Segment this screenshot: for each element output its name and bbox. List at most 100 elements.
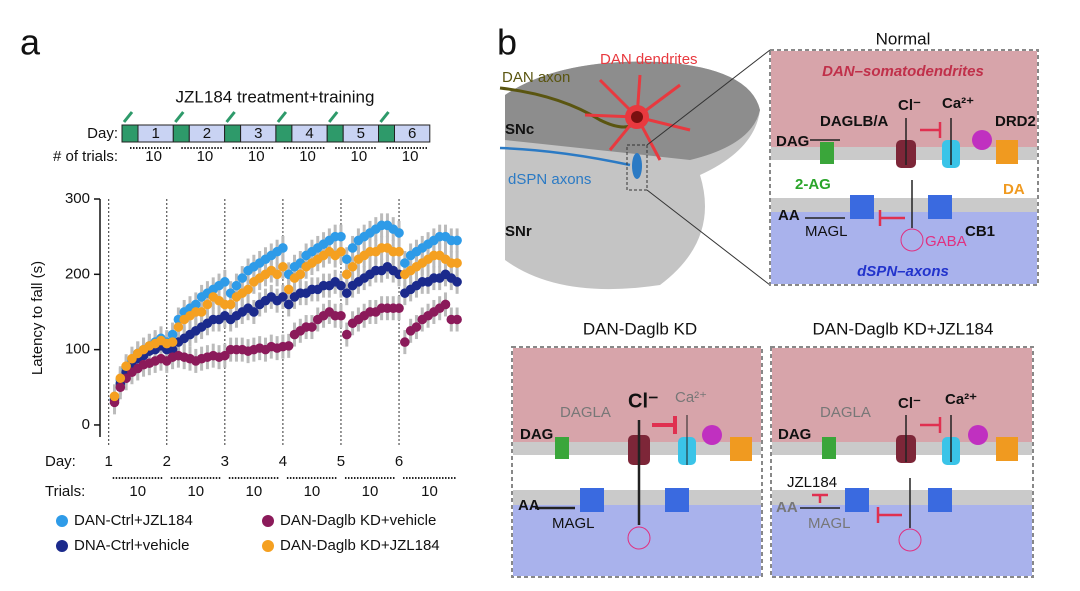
legend-marker <box>262 515 274 527</box>
day-number: 4 <box>305 125 313 142</box>
label: MAGL <box>808 515 851 532</box>
legend-label: DNA-Ctrl+vehicle <box>74 537 189 554</box>
treatment-block <box>121 124 139 143</box>
data-point <box>278 261 288 272</box>
data-point <box>336 246 346 257</box>
data-point <box>452 235 462 246</box>
legend-marker <box>56 540 68 552</box>
x-tick-label: 5 <box>337 453 345 470</box>
x-tick-label: 2 <box>163 453 171 470</box>
data-point <box>272 269 282 280</box>
data-point <box>295 269 306 280</box>
day-number: 3 <box>254 125 262 142</box>
legend-label: DAN-Daglb KD+JZL184 <box>280 537 440 554</box>
label: DAG <box>776 133 809 150</box>
label: MAGL <box>552 515 595 532</box>
treatment-block <box>378 124 395 143</box>
syringe <box>174 111 185 123</box>
treatment-block <box>326 124 344 143</box>
data-point <box>237 273 248 283</box>
data-point <box>394 228 404 238</box>
anatomy-label: DAN dendrites <box>600 51 698 68</box>
syringe <box>122 111 134 123</box>
anatomy-label: DAN axon <box>502 69 570 86</box>
y-axis-title: Latency to fall (s) <box>29 261 46 375</box>
data-point <box>249 307 259 317</box>
day-block <box>394 124 431 143</box>
legend-marker <box>262 540 274 552</box>
treatment-block <box>275 124 293 143</box>
day-number: 5 <box>357 125 365 142</box>
day-number: 1 <box>151 125 159 142</box>
trial-count: 10 <box>351 148 368 165</box>
y-tick-label: 300 <box>65 190 90 207</box>
data-point <box>283 284 294 295</box>
schedule-trials-label: # of trials: <box>53 148 118 165</box>
label: DAG <box>520 426 553 443</box>
data-point <box>411 322 422 332</box>
trial-count: 10 <box>187 483 204 500</box>
label: DAG <box>778 426 811 443</box>
synapse-kd-jzl <box>770 346 1034 578</box>
data-point <box>167 329 178 340</box>
label: Ca²⁺ <box>945 391 977 408</box>
label: JZL184 <box>787 474 837 491</box>
panel-label: a <box>20 22 41 63</box>
trial-count: 10 <box>197 148 214 165</box>
data-point <box>341 269 352 280</box>
data-point <box>225 299 236 310</box>
data-point <box>307 322 317 332</box>
legend-label: DAN-Ctrl+JZL184 <box>74 512 193 529</box>
data-point <box>115 373 126 384</box>
data-point <box>336 231 346 242</box>
data-point <box>167 344 178 355</box>
label: Cl⁻ <box>628 390 659 412</box>
label: DA <box>1003 181 1025 198</box>
box-title: DAN-Daglb KD <box>583 319 697 338</box>
schedule-day-label: Day: <box>87 125 118 142</box>
label: DAGLA <box>820 404 871 421</box>
label: DAGLB/A <box>820 113 888 130</box>
data-point <box>196 307 207 317</box>
y-tick-label: 0 <box>82 416 90 433</box>
trial-count: 10 <box>248 148 265 165</box>
anatomy-label: SNr <box>505 223 532 240</box>
data-point <box>191 299 201 310</box>
label: MAGL <box>805 223 848 240</box>
anatomy-label: dSPN axons <box>508 171 591 188</box>
label: CB1 <box>965 223 995 240</box>
trial-count: 10 <box>402 148 419 165</box>
data-point <box>440 299 451 310</box>
treatment-block <box>172 124 190 143</box>
trial-count: 10 <box>145 148 162 165</box>
data-point <box>341 254 352 265</box>
x-trials-label: Trials: <box>45 483 85 500</box>
synapse-kd <box>511 346 763 578</box>
data-point <box>394 246 404 257</box>
syringe <box>328 111 339 123</box>
data-point <box>278 243 288 253</box>
data-point <box>243 284 253 295</box>
data-point <box>121 361 131 372</box>
data-point <box>400 258 410 268</box>
syringe <box>225 111 236 123</box>
data-point <box>347 243 358 253</box>
schedule-title: JZL184 treatment+training <box>176 87 375 106</box>
chart: 0 100 200 300 1 10 2 10 3 10 4 10 5 10 6 10 DAN-Ctrl+JZL… <box>56 190 462 554</box>
data-point <box>109 391 120 402</box>
box-title: DAN-Daglb KD+JZL184 <box>813 319 994 338</box>
region-label: DAN–somatodendrites <box>822 63 984 80</box>
y-tick-label: 200 <box>65 265 90 282</box>
anatomy-label: SNc <box>505 121 534 138</box>
trial-count: 10 <box>362 483 379 500</box>
data-point <box>283 341 294 351</box>
label: Cl⁻ <box>898 97 921 114</box>
day-number: 2 <box>203 125 211 142</box>
data-point <box>452 314 462 325</box>
box-title: Normal <box>876 29 931 48</box>
x-tick-label: 1 <box>105 453 113 470</box>
trial-count: 10 <box>304 483 321 500</box>
data-point <box>167 337 178 347</box>
label: AA <box>518 497 540 514</box>
x-tick-label: 4 <box>279 453 287 470</box>
